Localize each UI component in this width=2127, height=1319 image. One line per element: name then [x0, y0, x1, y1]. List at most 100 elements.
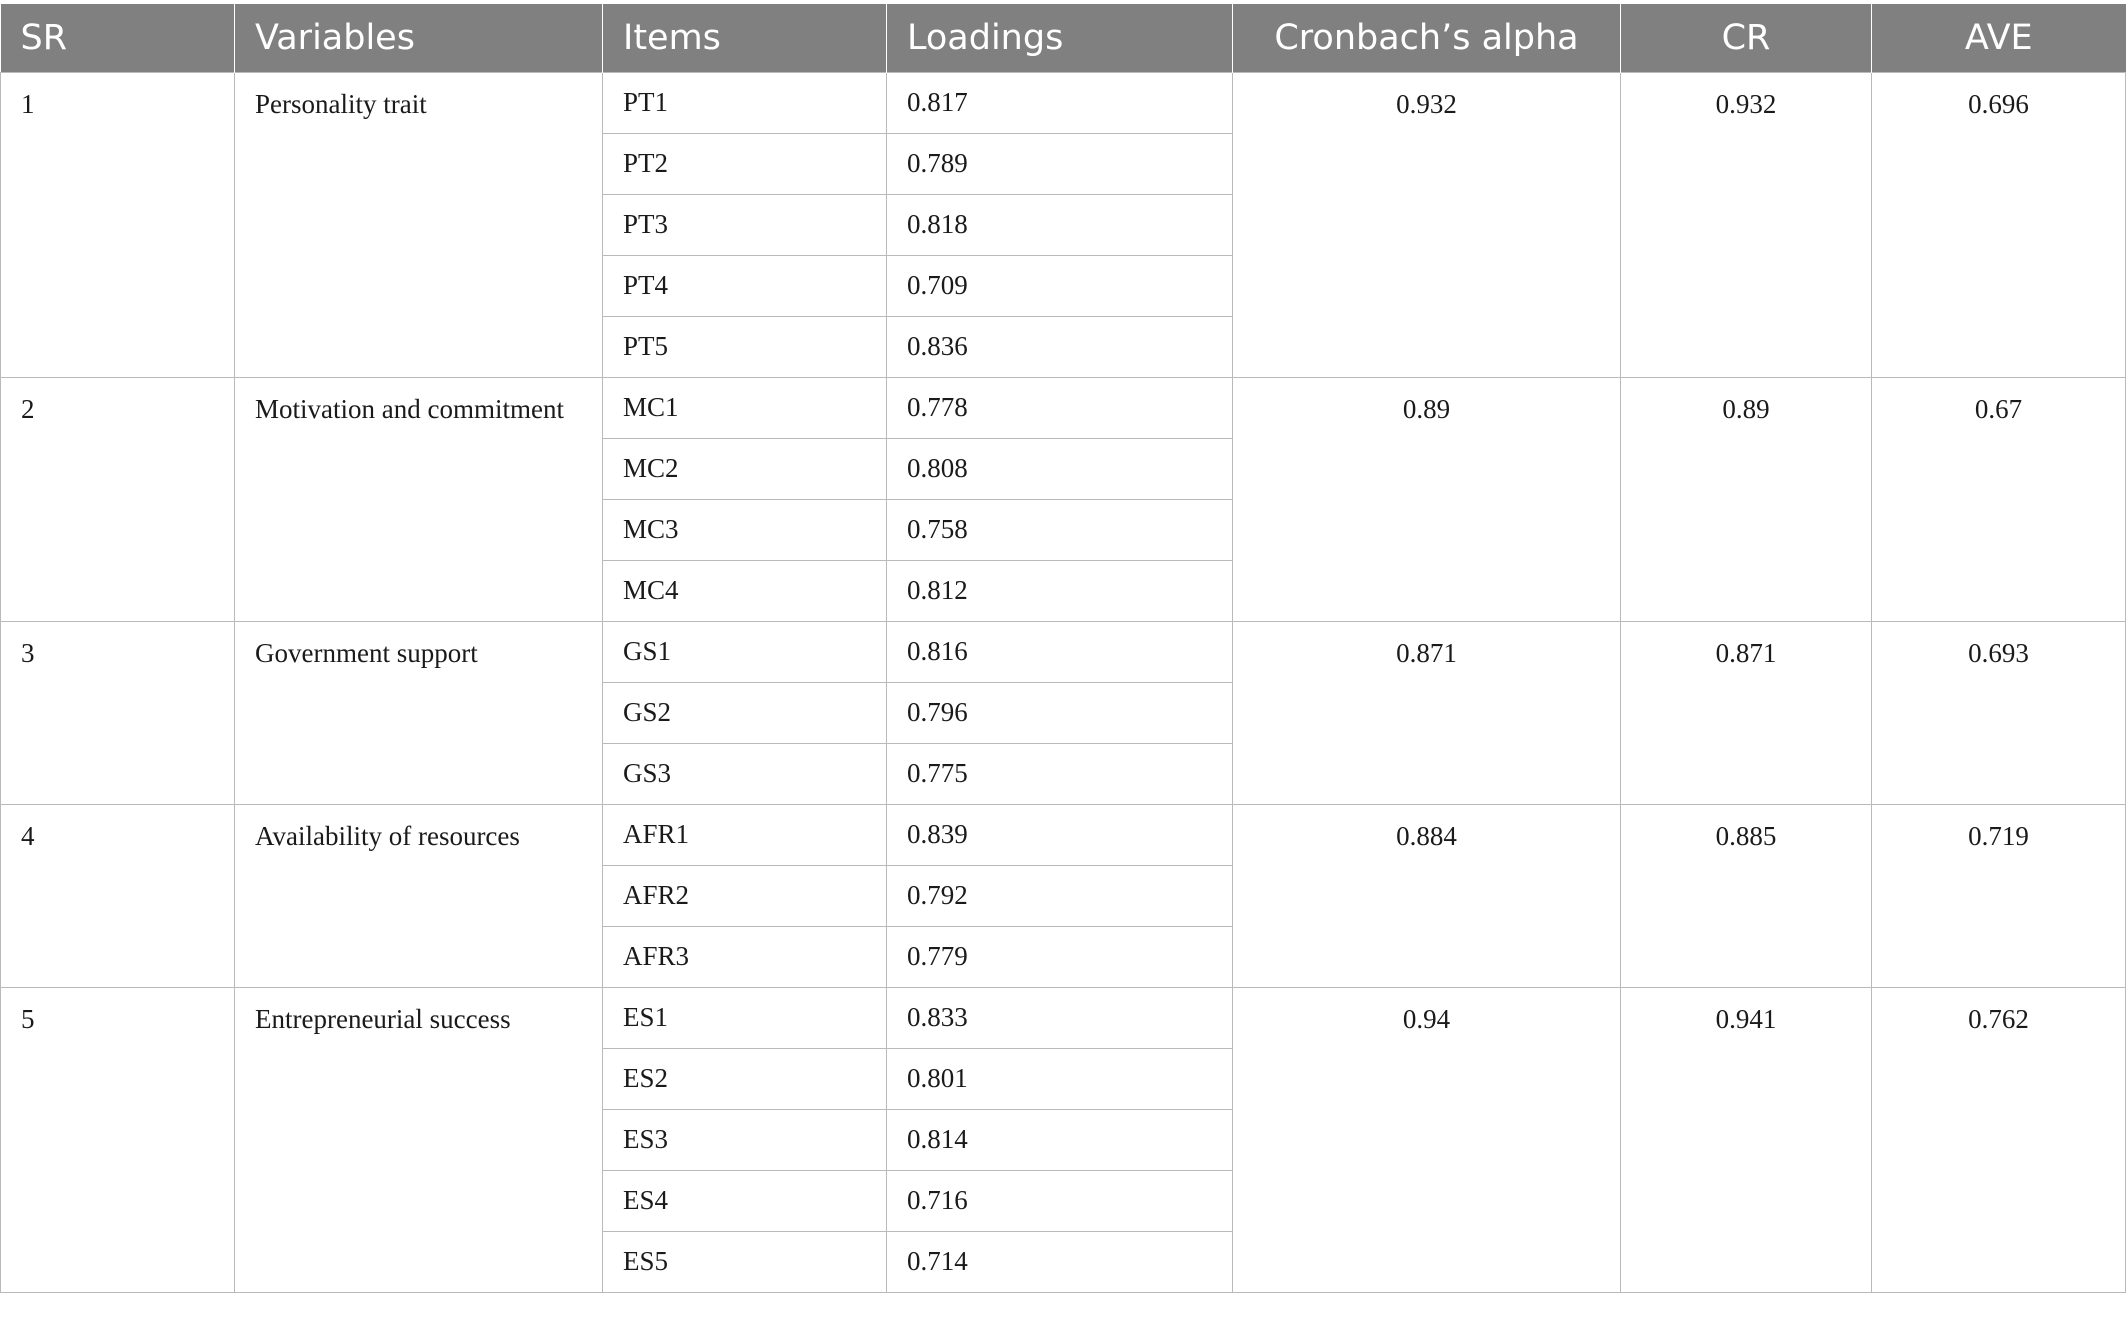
variable-cell: Availability of resources — [234, 803, 603, 988]
ave-value: 0.762 — [1968, 1003, 2029, 1034]
loading-cell: 0.716 — [886, 1169, 1233, 1232]
ave-cell: 0.693 — [1871, 620, 2126, 805]
loading-cell: 0.758 — [886, 498, 1233, 561]
item-cell: ES3 — [602, 1108, 887, 1171]
cronbachs-alpha-cell: 0.884 — [1232, 803, 1621, 988]
ave-cell: 0.67 — [1871, 376, 2126, 622]
table-row: PT4 0.709 — [1, 254, 2126, 317]
ave-cell: 0.762 — [1871, 986, 2126, 1293]
loading-cell: 0.833 — [886, 986, 1233, 1049]
table-row: MC2 0.808 — [1, 437, 2126, 500]
cr-value: 0.941 — [1715, 1003, 1777, 1034]
loading-cell: 0.836 — [886, 315, 1233, 378]
variable-name: Government support — [255, 637, 478, 668]
table-row: PT2 0.789 — [1, 132, 2126, 195]
cronbachs-alpha-cell: 0.871 — [1232, 620, 1621, 805]
item-cell: PT1 — [602, 71, 887, 134]
sr-cell: 5 — [0, 986, 235, 1293]
table-row: 2 Motivation and commitment MC1 0.778 0.89 0.… — [0, 376, 2126, 622]
table-row: ES5 0.714 — [1, 1230, 2126, 1293]
variable-cell: Government support — [234, 620, 603, 805]
sr-number: 2 — [21, 393, 35, 424]
item-cell: GS2 — [602, 681, 887, 744]
ave-value: 0.67 — [1974, 393, 2023, 424]
item-cell: PT2 — [602, 132, 887, 195]
header-row: SR Variables Items Loadings Cronbach’s a… — [0, 4, 2126, 72]
table-row: 4 Availability of resources AFR1 0.839 0.884… — [0, 803, 2126, 988]
item-cell: MC2 — [602, 437, 887, 500]
sr-cell: 4 — [0, 803, 235, 988]
table-row: GS2 0.796 — [1, 681, 2126, 744]
cr-value: 0.932 — [1715, 88, 1777, 119]
ave-value: 0.696 — [1968, 88, 2029, 119]
item-cell: GS1 — [602, 620, 887, 683]
header-ave: AVE — [1871, 4, 2126, 72]
cronbachs-alpha-value: 0.89 — [1402, 393, 1451, 424]
item-cell: MC4 — [602, 559, 887, 622]
item-cell: AFR2 — [602, 864, 887, 927]
loading-cell: 0.779 — [886, 925, 1233, 988]
sr-number: 3 — [21, 637, 35, 668]
cronbachs-alpha-value: 0.94 — [1402, 1003, 1451, 1034]
loading-cell: 0.812 — [886, 559, 1233, 622]
item-cell: AFR3 — [602, 925, 887, 988]
cr-value: 0.885 — [1715, 820, 1777, 851]
cronbachs-alpha-cell: 0.932 — [1232, 71, 1621, 378]
cronbachs-alpha-cell: 0.89 — [1232, 376, 1621, 622]
loading-cell: 0.816 — [886, 620, 1233, 683]
table-row: ES2 0.801 — [1, 1047, 2126, 1110]
table-row: AFR2 0.792 — [1, 864, 2126, 927]
variable-cell: Personality trait — [234, 71, 603, 378]
item-cell: MC3 — [602, 498, 887, 561]
cr-value: 0.89 — [1722, 393, 1770, 424]
ave-cell: 0.696 — [1871, 71, 2126, 378]
header-sr: SR — [0, 4, 235, 72]
loading-cell: 0.817 — [886, 71, 1233, 134]
cr-value: 0.871 — [1715, 637, 1777, 668]
item-cell: GS3 — [602, 742, 887, 805]
item-cell: ES5 — [602, 1230, 887, 1293]
sr-number: 4 — [21, 820, 35, 851]
table-row: GS3 0.775 — [1, 742, 2126, 805]
cr-cell: 0.871 — [1620, 620, 1872, 805]
cr-cell: 0.89 — [1620, 376, 1872, 622]
sr-number: 1 — [21, 88, 35, 119]
reliability-table: SR Variables Items Loadings Cronbach’s a… — [0, 4, 2126, 1293]
variable-name: Entrepreneurial success — [255, 1003, 511, 1034]
loading-cell: 0.789 — [886, 132, 1233, 195]
item-cell: PT4 — [602, 254, 887, 317]
ave-cell: 0.719 — [1871, 803, 2126, 988]
table-body: 1 Personality trait PT1 0.817 0.932 0.932 0.69… — [0, 71, 2126, 1293]
loading-cell: 0.839 — [886, 803, 1233, 866]
loading-cell: 0.709 — [886, 254, 1233, 317]
header-cronbachs-alpha: Cronbach’s alpha — [1232, 4, 1621, 72]
table-row: 5 Entrepreneurial success ES1 0.833 0.94 0.94… — [0, 986, 2126, 1293]
variable-name: Motivation and commitment — [255, 393, 564, 424]
variable-cell: Motivation and commitment — [234, 376, 603, 622]
loading-cell: 0.714 — [886, 1230, 1233, 1293]
table-row: 1 Personality trait PT1 0.817 0.932 0.932 0.69… — [0, 71, 2126, 378]
ave-value: 0.693 — [1968, 637, 2029, 668]
header-loadings: Loadings — [886, 4, 1233, 72]
sr-cell: 3 — [0, 620, 235, 805]
loading-cell: 0.792 — [886, 864, 1233, 927]
loading-cell: 0.775 — [886, 742, 1233, 805]
table-row: AFR3 0.779 — [1, 925, 2126, 988]
cr-cell: 0.885 — [1620, 803, 1872, 988]
table-row: MC3 0.758 — [1, 498, 2126, 561]
cronbachs-alpha-cell: 0.94 — [1232, 986, 1621, 1293]
item-cell: MC1 — [602, 376, 887, 439]
item-cell: ES2 — [602, 1047, 887, 1110]
item-cell: ES4 — [602, 1169, 887, 1232]
table-row: 3 Government support GS1 0.816 0.871 0.871 0.6… — [0, 620, 2126, 805]
variable-name: Personality trait — [255, 88, 427, 119]
header-cr: CR — [1620, 4, 1872, 72]
sr-cell: 2 — [0, 376, 235, 622]
item-cell: PT3 — [602, 193, 887, 256]
table-row: ES4 0.716 — [1, 1169, 2126, 1232]
header-variables: Variables — [234, 4, 603, 72]
table-row: ES3 0.814 — [1, 1108, 2126, 1171]
loading-cell: 0.808 — [886, 437, 1233, 500]
loading-cell: 0.778 — [886, 376, 1233, 439]
item-cell: ES1 — [602, 986, 887, 1049]
